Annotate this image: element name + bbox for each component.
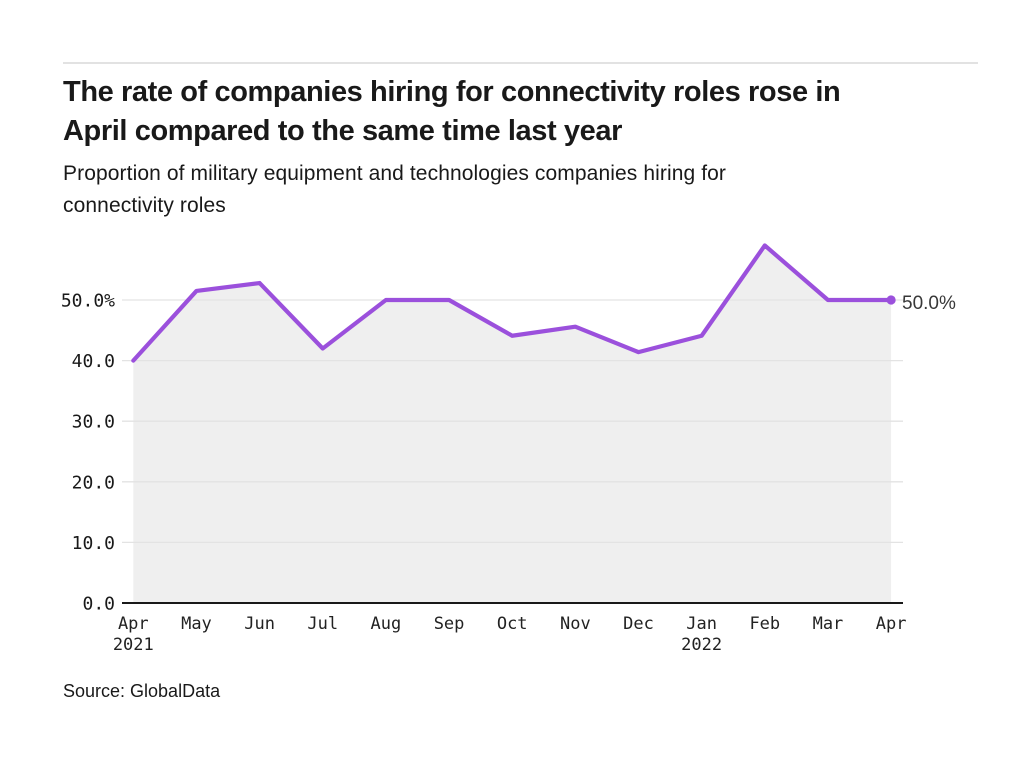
x-tick-label: Apr [876, 614, 907, 634]
end-value-label: 50.0% [902, 293, 956, 314]
end-marker [886, 295, 896, 305]
top-divider [63, 62, 978, 64]
x-tick-label: Jul [307, 614, 338, 634]
x-tick-label: Sep [434, 614, 465, 634]
y-tick-label: 10.0 [72, 533, 115, 554]
chart-title-line2: April compared to the same time last yea… [63, 115, 622, 147]
trend-line [131, 243, 894, 363]
chart-subtitle: Proportion of military equipment and tec… [63, 158, 943, 222]
x-tick-label: Jan [686, 614, 717, 634]
x-tick-label: Nov [560, 614, 591, 634]
y-tick-label: 30.0 [72, 412, 115, 433]
y-tick-label: 0.0 [82, 594, 115, 615]
x-tick-label: Feb [749, 614, 780, 634]
x-tick-label: Oct [497, 614, 528, 634]
x-tick-label: Apr [118, 614, 149, 634]
y-tick-label: 20.0 [72, 472, 115, 493]
x-tick-label: Mar [813, 614, 844, 634]
y-tick-label: 40.0 [72, 351, 115, 372]
x-tick-label: Jun [244, 614, 275, 634]
area-fill [133, 245, 892, 603]
chart-subtitle-line2: connectivity roles [63, 194, 226, 217]
chart-title: The rate of companies hiring for connect… [63, 73, 983, 151]
x-tick-label: Dec [623, 614, 654, 634]
source-note: Source: GlobalData [63, 681, 221, 701]
x-tick-label: May [181, 614, 212, 634]
year-label: 2021 [113, 635, 154, 655]
y-tick-label: 50.0% [61, 291, 115, 312]
year-label: 2022 [681, 635, 722, 655]
chart-title-line1: The rate of companies hiring for connect… [63, 76, 841, 108]
x-tick-label: Aug [371, 614, 402, 634]
chart-subtitle-line1: Proportion of military equipment and tec… [63, 162, 727, 185]
